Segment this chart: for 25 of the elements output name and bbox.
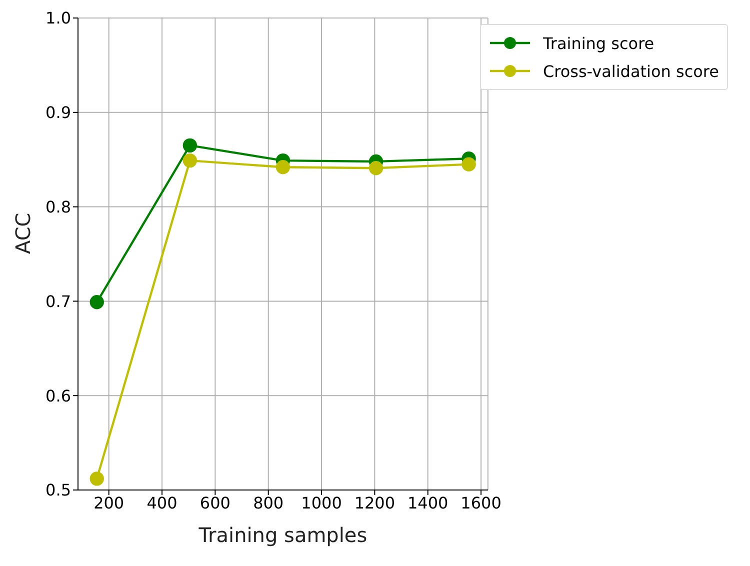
y-tick-label: 0.5 <box>46 480 71 500</box>
y-tick-label: 0.7 <box>46 292 71 311</box>
x-tick-label: 1400 <box>407 493 448 512</box>
x-tick-label: 1600 <box>460 493 502 512</box>
x-tick-label: 1000 <box>301 493 342 512</box>
x-tick-label: 200 <box>94 493 124 512</box>
x-tick-label: 400 <box>146 493 178 512</box>
point <box>182 153 198 168</box>
point <box>462 157 476 172</box>
point <box>182 138 198 153</box>
x-axis-title: Training samples <box>198 523 368 547</box>
x-tick-label: 1200 <box>354 493 396 512</box>
point <box>90 472 104 486</box>
point <box>276 160 290 174</box>
y-tick-label: 1.0 <box>46 8 71 28</box>
point <box>90 295 104 310</box>
y-tick-label: 0.6 <box>46 386 71 406</box>
y-tick-label: 0.8 <box>46 197 71 216</box>
y-tick-label: 0.9 <box>46 103 71 122</box>
point <box>368 160 384 176</box>
x-tick-label: 600 <box>200 493 230 512</box>
legend-label: Training score <box>542 34 654 52</box>
x-tick-label: 800 <box>253 493 284 512</box>
legend-label: Cross-validation score <box>542 62 719 80</box>
y-axis-title: ACC <box>11 212 36 254</box>
